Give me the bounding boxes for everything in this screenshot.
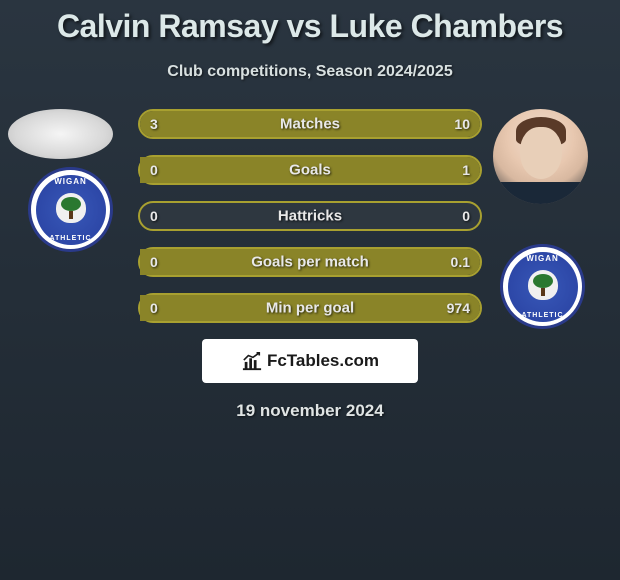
badge-tree-icon <box>56 193 86 223</box>
stat-value-right: 0 <box>462 208 470 224</box>
stat-label: Goals <box>140 162 480 179</box>
logo-text-bold: Fc <box>267 351 287 370</box>
stat-row: 0Hattricks0 <box>138 201 482 231</box>
player-face <box>520 127 562 179</box>
club-badge-inner: WIGAN ATHLETIC <box>508 252 578 322</box>
stat-row: 0Goals per match0.1 <box>138 247 482 277</box>
stat-label: Min per goal <box>140 300 480 317</box>
badge-text-top: WIGAN <box>526 254 559 263</box>
badge-tree-icon <box>528 270 558 300</box>
comparison-subtitle: Club competitions, Season 2024/2025 <box>0 63 620 81</box>
fctables-logo-box: FcTables.com <box>202 339 418 383</box>
stat-value-right: 10 <box>454 116 470 132</box>
stat-label: Goals per match <box>140 254 480 271</box>
club-badge-right: WIGAN ATHLETIC <box>500 244 585 329</box>
club-badge-inner: WIGAN ATHLETIC <box>36 175 106 245</box>
stat-value-right: 0.1 <box>451 254 470 270</box>
stat-label: Hattricks <box>140 208 480 225</box>
stat-value-right: 1 <box>462 162 470 178</box>
stats-column: 3Matches100Goals10Hattricks00Goals per m… <box>138 109 482 339</box>
stat-value-right: 974 <box>447 300 470 316</box>
stat-row: 3Matches10 <box>138 109 482 139</box>
badge-text-bottom: ATHLETIC <box>49 235 91 242</box>
comparison-title: Calvin Ramsay vs Luke Chambers <box>0 0 620 45</box>
badge-text-top: WIGAN <box>54 177 87 186</box>
stat-row: 0Min per goal974 <box>138 293 482 323</box>
fctables-chart-icon <box>241 351 263 371</box>
player-left-photo <box>8 109 113 159</box>
player-shirt <box>493 182 588 204</box>
stat-label: Matches <box>140 116 480 133</box>
player-right-photo <box>493 109 588 204</box>
fctables-logo-text: FcTables.com <box>267 351 379 371</box>
comparison-date: 19 november 2024 <box>0 401 620 421</box>
logo-text-rest: Tables.com <box>287 351 379 370</box>
stat-row: 0Goals1 <box>138 155 482 185</box>
badge-text-bottom: ATHLETIC <box>521 312 563 319</box>
club-badge-left: WIGAN ATHLETIC <box>28 167 113 252</box>
